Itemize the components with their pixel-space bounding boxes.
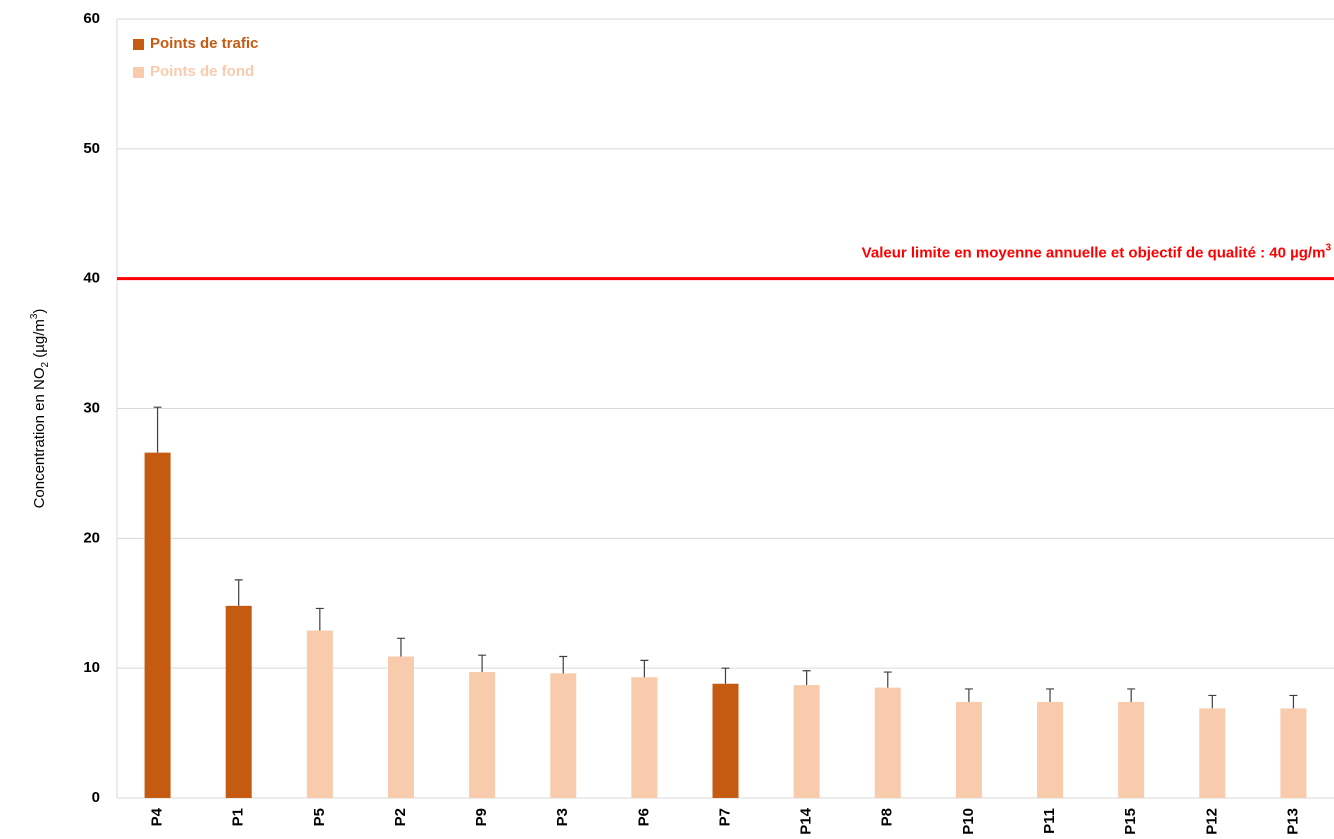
- bar: [225, 605, 252, 798]
- x-tick-label: P6: [635, 808, 652, 826]
- y-tick-label: 60: [83, 10, 100, 27]
- y-axis-label-part: ): [31, 309, 48, 314]
- y-tick-label: 30: [83, 399, 100, 416]
- y-axis-label-part: 2: [40, 362, 51, 368]
- x-tick-label: P10: [960, 808, 977, 835]
- legend-label: Points de fond: [150, 63, 254, 80]
- bar: [144, 452, 171, 798]
- x-tick-label: P11: [1041, 808, 1058, 834]
- x-tick-label: P8: [879, 808, 896, 826]
- error-bar: [1289, 694, 1298, 709]
- reference-label: Valeur limite en moyenne annuelle et obj…: [862, 243, 1332, 262]
- error-bar: [396, 637, 405, 657]
- reference-label-part: 3: [1325, 243, 1331, 254]
- error-bar: [153, 406, 162, 453]
- y-axis-label-part: (µg/m: [31, 319, 48, 362]
- error-bar: [964, 688, 973, 702]
- error-bar: [802, 670, 811, 686]
- bar: [874, 687, 901, 798]
- error-bar: [1046, 688, 1055, 702]
- bar: [1280, 708, 1307, 798]
- legend-label: Points de trafic: [150, 35, 258, 52]
- legend-swatch: [133, 67, 144, 78]
- error-bar: [478, 654, 487, 673]
- error-bar: [640, 659, 649, 678]
- error-bar: [234, 579, 243, 606]
- y-tick-label: 0: [92, 789, 100, 806]
- y-tick-label: 50: [83, 140, 100, 157]
- x-tick-label: P13: [1284, 808, 1301, 835]
- y-tick-label: 20: [83, 529, 100, 546]
- error-bar: [721, 667, 730, 684]
- bar: [550, 673, 577, 798]
- x-tick-label: P4: [149, 807, 166, 826]
- error-bar: [883, 671, 892, 688]
- bar: [631, 677, 658, 798]
- error-bar: [559, 655, 568, 674]
- bar: [469, 672, 496, 798]
- bar: [793, 685, 820, 798]
- x-tick-label: P1: [230, 808, 247, 826]
- y-axis-label-part: 3: [29, 313, 40, 319]
- bar: [387, 656, 414, 798]
- x-tick-label: P3: [554, 808, 571, 826]
- bar: [1037, 701, 1064, 798]
- y-axis-label: Concentration en NO2 (µg/m3): [29, 309, 51, 509]
- bar: [1118, 701, 1145, 798]
- x-tick-label: P5: [311, 808, 328, 826]
- x-tick-label: P7: [716, 808, 733, 826]
- x-tick-label: P9: [473, 808, 490, 826]
- bar: [1199, 708, 1226, 798]
- error-bar: [1127, 688, 1136, 702]
- legend-swatch: [133, 39, 144, 50]
- y-tick-label: 10: [83, 659, 100, 676]
- x-tick-label: P14: [798, 807, 815, 834]
- error-bar: [315, 607, 324, 631]
- x-tick-label: P2: [392, 808, 409, 826]
- x-tick-label: P12: [1203, 808, 1220, 835]
- reference-label-part: Valeur limite en moyenne annuelle et obj…: [862, 245, 1326, 262]
- y-axis-label-part: Concentration en NO: [31, 368, 48, 509]
- bar: [712, 683, 739, 798]
- y-tick-label: 40: [83, 270, 100, 287]
- bar: [955, 701, 982, 798]
- x-tick-label: P15: [1122, 808, 1139, 835]
- error-bar: [1208, 694, 1217, 709]
- bar: [306, 630, 333, 798]
